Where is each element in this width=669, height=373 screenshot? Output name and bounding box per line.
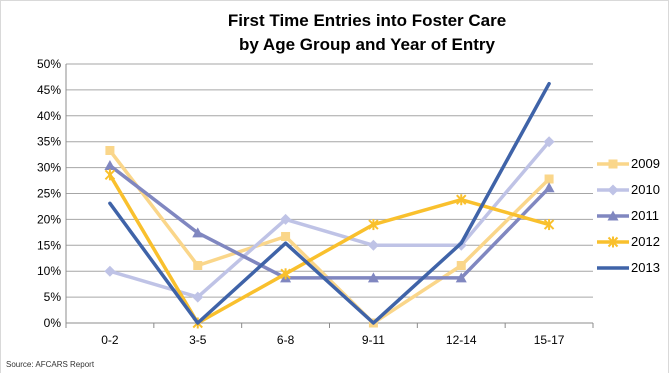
legend-item-2010: 2010: [597, 182, 660, 197]
point-marker: [543, 219, 555, 231]
point-marker: [193, 261, 203, 271]
series-line-2012: [108, 173, 551, 325]
legend-label: 2011: [631, 208, 659, 223]
point-marker: [367, 272, 379, 283]
point-marker: [280, 268, 291, 280]
legend-label: 2012: [631, 234, 660, 249]
point-marker: [280, 213, 292, 225]
y-tick-label: 50%: [37, 57, 61, 71]
point-marker: [104, 265, 116, 277]
y-tick-label: 10%: [37, 264, 61, 278]
point-marker: [456, 194, 467, 206]
legend-item-2012: 2012: [597, 234, 660, 249]
point-marker: [544, 174, 554, 184]
series-line-2011: [108, 163, 551, 280]
x-tick-label: 9-11: [362, 333, 385, 347]
y-tick-label: 35%: [37, 135, 61, 149]
y-tick-label: 40%: [37, 109, 61, 123]
point-marker: [608, 159, 618, 169]
source-note: Source: AFCARS Report: [6, 360, 95, 369]
y-tick-label: 30%: [37, 161, 61, 175]
point-marker: [607, 236, 619, 248]
y-tick-label: 25%: [37, 187, 61, 201]
point-marker: [543, 182, 555, 193]
point-marker: [456, 261, 466, 271]
x-tick-label: 12-14: [446, 333, 477, 347]
x-tick-label: 15-17: [534, 333, 565, 347]
point-marker: [543, 136, 555, 148]
x-tick-label: 0-2: [101, 333, 119, 347]
y-tick-label: 20%: [37, 212, 61, 226]
x-tick-label: 6-8: [277, 333, 295, 347]
point-marker: [368, 219, 379, 231]
legend-label: 2013: [631, 260, 660, 275]
series-line-2010: [108, 139, 551, 299]
y-tick-label: 15%: [37, 238, 61, 252]
legend: 2009 2010 2011 2012 2013: [597, 156, 660, 275]
series-line-2009: [108, 148, 551, 325]
point-marker: [607, 210, 619, 221]
series-line-2013: [108, 81, 551, 325]
series-2013: [108, 81, 551, 325]
legend-item-2013: 2013: [597, 260, 660, 275]
legend-item-2009: 2009: [597, 156, 660, 171]
y-tick-label: 45%: [37, 83, 61, 97]
chart-title-line1: First Time Entries into Foster Care: [228, 11, 506, 30]
y-tick-label: 5%: [44, 290, 62, 304]
legend-item-2011: 2011: [597, 208, 659, 223]
point-marker: [367, 239, 379, 251]
plot-area: 0% 5% 10% 15% 20% 25% 30% 35% 40% 45% 50% 0-2 3-5 6-8…: [37, 57, 594, 347]
point-marker: [192, 227, 204, 238]
point-marker: [104, 169, 116, 181]
point-marker: [607, 184, 619, 196]
point-marker: [455, 272, 467, 283]
point-marker: [104, 160, 116, 171]
legend-label: 2010: [631, 182, 660, 197]
series-2009: [105, 146, 554, 328]
legend-label: 2009: [631, 156, 660, 171]
point-marker: [105, 146, 115, 156]
point-marker: [281, 231, 291, 241]
chart-title-line2: by Age Group and Year of Entry: [239, 35, 496, 54]
point-marker: [192, 291, 204, 303]
x-tick-label: 3-5: [189, 333, 207, 347]
y-tick-label: 0%: [44, 316, 62, 330]
series-2011: [104, 160, 555, 283]
